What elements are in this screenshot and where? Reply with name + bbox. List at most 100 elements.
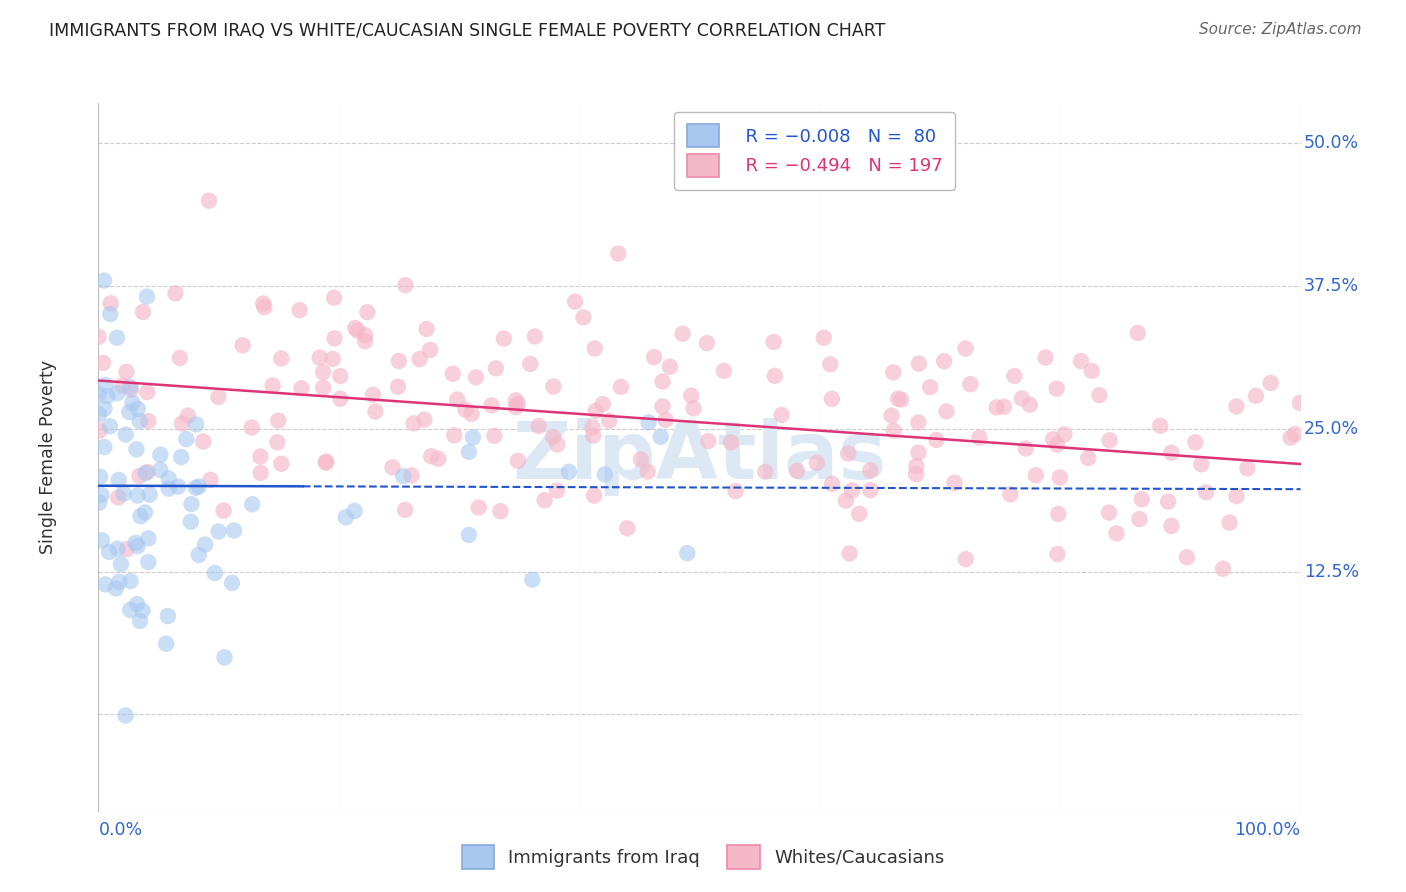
Point <box>697 434 720 448</box>
Point <box>821 476 844 491</box>
Point <box>506 454 529 468</box>
Point <box>581 420 603 434</box>
Point <box>187 479 209 493</box>
Point <box>105 541 128 556</box>
Point <box>312 365 335 379</box>
Point <box>1284 427 1306 442</box>
Point <box>713 364 735 378</box>
Point <box>252 296 274 310</box>
Point <box>107 473 129 487</box>
Point <box>329 392 352 406</box>
Point <box>207 524 229 539</box>
Point <box>131 604 153 618</box>
Point <box>593 467 616 482</box>
Point <box>441 367 464 381</box>
Point <box>415 322 437 336</box>
Point <box>394 278 416 293</box>
Point <box>120 603 142 617</box>
Point <box>630 452 652 467</box>
Point <box>533 493 555 508</box>
Point <box>91 356 114 370</box>
Point <box>87 330 110 344</box>
Point <box>87 387 110 401</box>
Point <box>457 528 479 542</box>
Point <box>543 379 565 393</box>
Point <box>96 389 118 403</box>
Point <box>986 401 1008 415</box>
Point <box>907 416 929 430</box>
Point <box>112 487 135 501</box>
Point <box>932 354 955 368</box>
Point <box>1279 431 1302 445</box>
Point <box>136 414 159 428</box>
Point <box>585 404 607 418</box>
Point <box>323 331 346 345</box>
Point <box>114 708 136 723</box>
Point <box>1053 427 1076 442</box>
Point <box>505 400 527 414</box>
Point <box>308 351 330 365</box>
Point <box>1046 382 1069 396</box>
Point <box>818 357 841 371</box>
Point <box>572 310 595 325</box>
Point <box>323 291 346 305</box>
Point <box>650 430 672 444</box>
Point <box>115 542 138 557</box>
Point <box>288 303 311 318</box>
Point <box>120 383 142 397</box>
Point <box>427 451 450 466</box>
Point <box>592 397 614 411</box>
Point <box>460 407 482 421</box>
Point <box>110 558 132 572</box>
Point <box>1184 435 1206 450</box>
Point <box>249 466 271 480</box>
Point <box>121 396 143 410</box>
Point <box>312 381 335 395</box>
Point <box>354 334 377 348</box>
Point <box>489 504 512 518</box>
Point <box>93 401 115 416</box>
Point <box>1042 432 1064 446</box>
Point <box>505 393 527 408</box>
Point <box>1080 364 1102 378</box>
Point <box>523 329 546 343</box>
Point <box>1189 457 1212 471</box>
Point <box>221 576 243 591</box>
Point <box>564 294 586 309</box>
Point <box>186 417 208 432</box>
Point <box>890 392 912 407</box>
Point <box>485 361 508 376</box>
Point <box>132 305 155 319</box>
Point <box>89 407 111 421</box>
Point <box>1244 389 1267 403</box>
Point <box>194 537 217 551</box>
Point <box>128 469 150 483</box>
Point <box>1149 418 1171 433</box>
Point <box>266 435 288 450</box>
Point <box>841 483 863 498</box>
Text: Single Female Poverty: Single Female Poverty <box>39 360 56 554</box>
Point <box>401 468 423 483</box>
Point <box>887 392 910 406</box>
Point <box>89 495 111 509</box>
Point <box>882 365 904 379</box>
Point <box>180 515 202 529</box>
Point <box>120 380 142 394</box>
Point <box>149 448 172 462</box>
Point <box>157 482 180 496</box>
Point <box>1035 351 1057 365</box>
Point <box>907 445 929 459</box>
Point <box>322 351 344 366</box>
Point <box>107 491 129 505</box>
Point <box>167 480 190 494</box>
Point <box>149 463 172 477</box>
Point <box>136 465 159 479</box>
Text: 0.0%: 0.0% <box>98 821 142 838</box>
Point <box>127 489 149 503</box>
Point <box>98 419 121 434</box>
Point <box>1212 562 1234 576</box>
Point <box>837 446 859 460</box>
Point <box>1260 376 1282 390</box>
Text: 25.0%: 25.0% <box>1305 419 1360 438</box>
Point <box>387 380 409 394</box>
